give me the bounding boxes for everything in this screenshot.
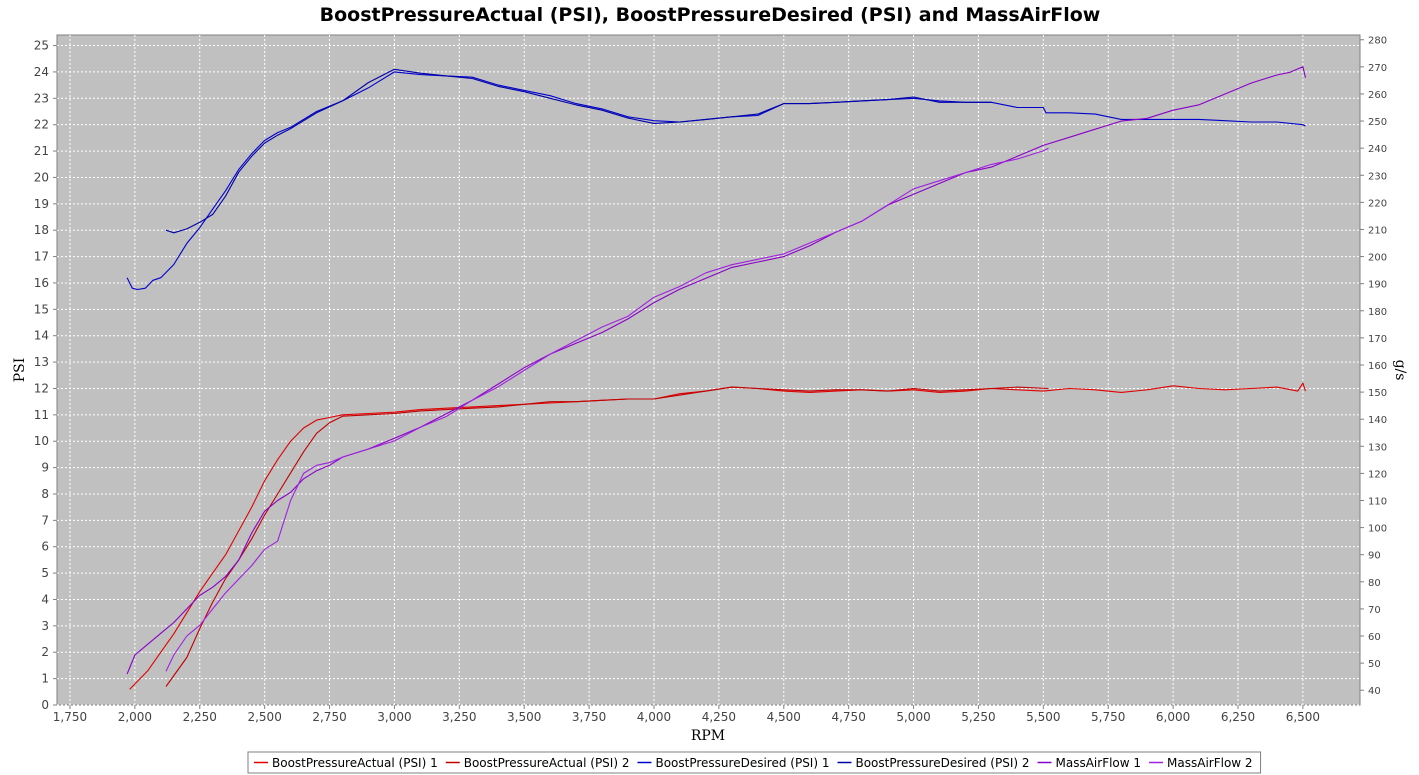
x-tick-label: 3,750	[572, 710, 606, 724]
y-tick-label-right: 270	[1368, 63, 1387, 74]
y-tick-label-left: 21	[34, 144, 49, 158]
series-line-2	[165, 386, 1049, 687]
x-tick-label: 4,000	[637, 710, 671, 724]
y-tick-label-left: 11	[34, 408, 49, 422]
series-group	[126, 66, 1307, 690]
y-tick-label-left: 23	[34, 91, 49, 105]
y-tick-label-left: 14	[34, 329, 49, 343]
y-tick-label-left: 5	[41, 566, 49, 580]
legend-entry: BoostPressureDesired (PSI) 1	[655, 756, 829, 770]
y-tick-label-right: 260	[1368, 90, 1387, 101]
y-tick-label-left: 17	[34, 250, 49, 264]
legend: BoostPressureActual (PSI) 1 BoostPressure…	[247, 751, 1262, 774]
y-tick-label-left: 1	[41, 672, 49, 686]
y-tick-label-right: 120	[1368, 469, 1387, 480]
y-tick-label-right: 80	[1368, 578, 1381, 589]
x-tick-label: 3,000	[377, 710, 411, 724]
chart-title: BoostPressureActual (PSI), BoostPressure…	[320, 4, 1101, 26]
x-tick-label: 2,750	[312, 710, 346, 724]
y-tick-label-right: 220	[1368, 198, 1387, 209]
y-tick-label-left: 15	[34, 302, 49, 316]
y-tick-label-left: 3	[41, 619, 49, 633]
y-tick-label-right: 230	[1368, 171, 1387, 182]
y-tick-label-left: 24	[34, 65, 49, 79]
series-line-4	[165, 68, 992, 234]
y-axis-label-left: PSI	[12, 358, 28, 383]
y-tick-label-left: 8	[41, 487, 49, 501]
y-tick-label-left: 0	[41, 698, 49, 712]
legend-entry: MassAirFlow 1	[1056, 756, 1142, 770]
y-tick-label-left: 19	[34, 197, 49, 211]
x-tick-label: 6,250	[1221, 710, 1255, 724]
y-tick-label-left: 13	[34, 355, 49, 369]
y-tick-label-left: 25	[34, 39, 49, 53]
y-tick-label-right: 210	[1368, 225, 1387, 236]
x-tick-label: 2,500	[247, 710, 281, 724]
x-tick-label: 2,000	[118, 710, 152, 724]
y-tick-label-left: 6	[41, 540, 49, 554]
y-axis-label-right: g/s	[1392, 360, 1408, 381]
x-tick-label: 3,250	[442, 710, 476, 724]
y-tick-label-right: 90	[1368, 551, 1381, 562]
y-tick-label-right: 180	[1368, 307, 1387, 318]
y-tick-label-right: 170	[1368, 334, 1387, 345]
y-tick-label-left: 9	[41, 461, 49, 475]
y-tick-label-right: 240	[1368, 144, 1387, 155]
x-tick-label: 3,500	[507, 710, 541, 724]
y-tick-label-right: 250	[1368, 117, 1387, 128]
x-tick-label: 4,250	[702, 710, 736, 724]
x-tick-label: 5,000	[896, 710, 930, 724]
y-tick-label-right: 70	[1368, 605, 1381, 616]
y-tick-label-right: 190	[1368, 280, 1387, 291]
x-tick-label: 5,250	[961, 710, 995, 724]
x-tick-label: 6,000	[1156, 710, 1190, 724]
series-line-3	[126, 71, 1306, 291]
y-tick-label-left: 16	[34, 276, 49, 290]
legend-entry: BoostPressureActual (PSI) 2	[464, 756, 630, 770]
y-tick-label-left: 4	[41, 592, 49, 606]
y-tick-label-right: 50	[1368, 659, 1381, 670]
x-tick-label: 5,500	[1026, 710, 1060, 724]
x-tick-label: 4,750	[831, 710, 865, 724]
x-tick-label: 5,750	[1091, 710, 1125, 724]
plot-area	[56, 34, 1361, 706]
y-tick-label-right: 280	[1368, 36, 1387, 47]
y-tick-label-left: 20	[34, 170, 49, 184]
legend-entry: BoostPressureDesired (PSI) 2	[855, 756, 1029, 770]
x-tick-label: 4,500	[767, 710, 801, 724]
y-tick-label-left: 10	[34, 434, 49, 448]
x-tick-label: 1,750	[53, 710, 87, 724]
x-axis-label: RPM	[691, 728, 725, 744]
y-tick-label-right: 100	[1368, 524, 1387, 535]
y-tick-label-right: 40	[1368, 686, 1381, 697]
x-tick-label: 6,500	[1286, 710, 1320, 724]
y-tick-label-right: 130	[1368, 442, 1387, 453]
x-tick-label: 2,250	[183, 710, 217, 724]
y-tick-label-right: 140	[1368, 415, 1387, 426]
y-tick-label-right: 200	[1368, 253, 1387, 264]
legend-box	[247, 751, 1262, 774]
axes: 1,750 2,000 2,250 2,500 2,750 3,000 3,250 3,500…	[34, 36, 1387, 724]
series-line-6	[165, 147, 1049, 672]
legend-entry: MassAirFlow 2	[1167, 756, 1253, 770]
y-tick-label-left: 18	[34, 223, 49, 237]
y-tick-label-right: 60	[1368, 632, 1381, 643]
legend-entry: BoostPressureActual (PSI) 1	[272, 756, 438, 770]
y-tick-label-right: 110	[1368, 497, 1387, 508]
y-tick-label-right: 150	[1368, 388, 1387, 399]
y-tick-label-left: 22	[34, 118, 49, 132]
series-line-5	[126, 66, 1307, 675]
y-tick-label-left: 7	[41, 513, 49, 527]
y-tick-label-left: 12	[34, 381, 49, 395]
y-tick-label-right: 160	[1368, 361, 1387, 372]
grid	[57, 35, 1360, 706]
y-tick-label-left: 2	[41, 645, 49, 659]
